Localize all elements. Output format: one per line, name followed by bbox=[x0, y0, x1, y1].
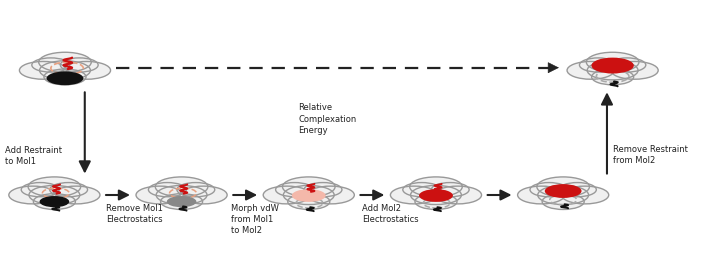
Circle shape bbox=[40, 196, 70, 207]
Circle shape bbox=[591, 58, 634, 73]
Circle shape bbox=[545, 184, 581, 198]
Text: Remove Mol1
Electrostatics: Remove Mol1 Electrostatics bbox=[106, 204, 163, 224]
Circle shape bbox=[419, 189, 453, 202]
Text: Add Restraint
to Mol1: Add Restraint to Mol1 bbox=[5, 146, 62, 166]
Text: Relative
Complexation
Energy: Relative Complexation Energy bbox=[298, 103, 356, 135]
Circle shape bbox=[167, 196, 197, 207]
Circle shape bbox=[47, 71, 83, 85]
Text: Add Mol2
Electrostatics: Add Mol2 Electrostatics bbox=[362, 204, 418, 224]
Circle shape bbox=[292, 189, 326, 202]
Text: Remove Restraint
from Mol2: Remove Restraint from Mol2 bbox=[613, 145, 687, 165]
Text: Morph vdW
from Mol1
to Mol2: Morph vdW from Mol1 to Mol2 bbox=[231, 204, 279, 236]
